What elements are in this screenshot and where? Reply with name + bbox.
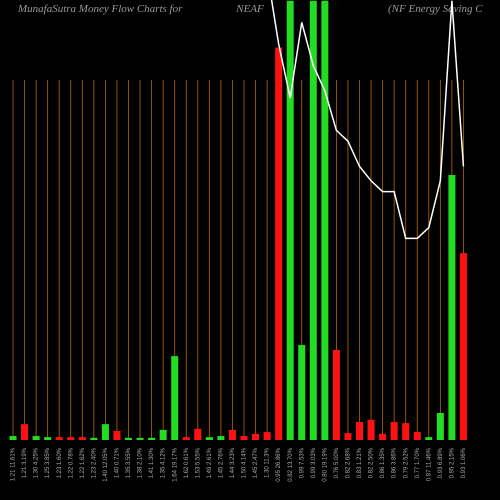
- x-tick-label: 0.86 1.35%: [380, 447, 386, 478]
- bar: [286, 0, 294, 441]
- bar: [298, 344, 306, 440]
- bar: [309, 0, 317, 441]
- bar: [436, 413, 444, 440]
- x-tick-label: 0.99 7.53%: [299, 447, 305, 478]
- bar: [252, 433, 260, 440]
- bar: [159, 429, 167, 440]
- x-tick-label: 1.35 4.12%: [161, 447, 167, 478]
- x-tick-label: 1.64 19.17%: [172, 447, 178, 481]
- x-tick-label: 1.35 3.55%: [126, 447, 132, 478]
- x-tick-label: 1.30 4.25%: [34, 447, 40, 478]
- bar: [228, 429, 236, 440]
- x-tick-label: 1.38 2.10%: [138, 447, 144, 478]
- bar: [78, 437, 86, 440]
- x-tick-label: 0.79 2.52%: [403, 447, 409, 478]
- bar: [194, 428, 202, 440]
- bar: [182, 437, 190, 440]
- bar: [125, 437, 132, 440]
- bar: [32, 436, 40, 440]
- bar: [459, 253, 467, 440]
- x-tick-label: 1.21 11.61%: [11, 447, 17, 481]
- bar: [379, 433, 387, 440]
- x-tick-label: 0.93 1.06%: [461, 447, 467, 478]
- x-tick-label: 1.62 0.61%: [184, 447, 190, 478]
- bar: [136, 437, 144, 440]
- bar: [413, 432, 421, 440]
- bar: [425, 437, 433, 440]
- x-tick-label: 0.99 3.03%: [311, 447, 317, 478]
- x-tick-label: 0.76 5.00%: [334, 447, 340, 478]
- x-tick-label: 1.21 3.19%: [22, 447, 28, 478]
- x-tick-label: 1.45 2.76%: [218, 447, 224, 478]
- x-tick-label: 0.82 13.70%: [288, 447, 294, 481]
- bar: [171, 356, 179, 440]
- money-flow-line: [270, 0, 465, 240]
- bar: [344, 433, 352, 440]
- bar: [367, 419, 375, 440]
- x-tick-label: 0.86 3.86%: [392, 447, 398, 478]
- x-tick-label: 1.30 11.3%: [265, 447, 271, 478]
- bar: [90, 437, 98, 440]
- bar: [275, 47, 283, 440]
- bar: [356, 422, 363, 440]
- x-tick-label: 1.23 2.40%: [91, 447, 97, 478]
- x-tick-label: 0.95 26.86%: [276, 447, 282, 481]
- x-tick-label: 1.53 5.55%: [195, 447, 201, 478]
- bar: [390, 422, 398, 440]
- x-tick-label: 0.77 1.70%: [415, 447, 421, 478]
- bar: [402, 423, 410, 440]
- x-tick-label: 0.80 19.19%: [322, 447, 328, 481]
- bar: [101, 424, 109, 440]
- bar: [240, 436, 248, 440]
- bar: [205, 437, 213, 440]
- x-tick-label: 0.82 2.50%: [369, 447, 375, 478]
- x-tick-label: 1.22 1.62%: [80, 447, 86, 478]
- bar: [332, 350, 340, 440]
- bar: [148, 437, 156, 440]
- bar: [448, 175, 456, 441]
- x-tick-label: 1.45 2.47%: [253, 447, 259, 478]
- bar: [217, 436, 225, 440]
- x-tick-label: 1.40 0.71%: [115, 447, 121, 478]
- chart-title: MunafaSutra Money Flow Charts for: [17, 3, 183, 15]
- bar: [21, 424, 29, 440]
- x-tick-label: 1.44 3.23%: [230, 447, 236, 478]
- x-tick-label: 0.93 6.89%: [438, 447, 444, 478]
- x-tick-label: 1.23 1.60%: [57, 447, 63, 478]
- x-tick-label: 1.41 1.30%: [149, 447, 155, 478]
- x-tick-label: 1.49 2.61%: [207, 447, 213, 478]
- bar: [113, 431, 121, 440]
- chart-symbol: NEAF: [235, 3, 264, 15]
- x-tick-label: 1.50 4.14%: [242, 447, 248, 478]
- x-tick-label: 0.87 11.46%: [426, 447, 432, 481]
- bar: [44, 437, 52, 440]
- x-tick-label: 1.40 12.05%: [103, 447, 109, 481]
- bar: [321, 0, 329, 441]
- chart-subtitle: (NF Energy Saving C: [388, 3, 483, 15]
- x-tick-label: 0.95 2.15%: [449, 447, 455, 478]
- x-tick-label: 0.82 2.68%: [346, 447, 352, 478]
- bar: [263, 432, 271, 440]
- bar: [9, 436, 17, 440]
- bar: [67, 437, 75, 440]
- x-tick-label: 0.83 1.21%: [357, 447, 363, 478]
- x-tick-label: 1.25 3.85%: [45, 447, 51, 478]
- bar: [55, 437, 63, 440]
- x-tick-label: 1.22 0.78%: [68, 447, 74, 478]
